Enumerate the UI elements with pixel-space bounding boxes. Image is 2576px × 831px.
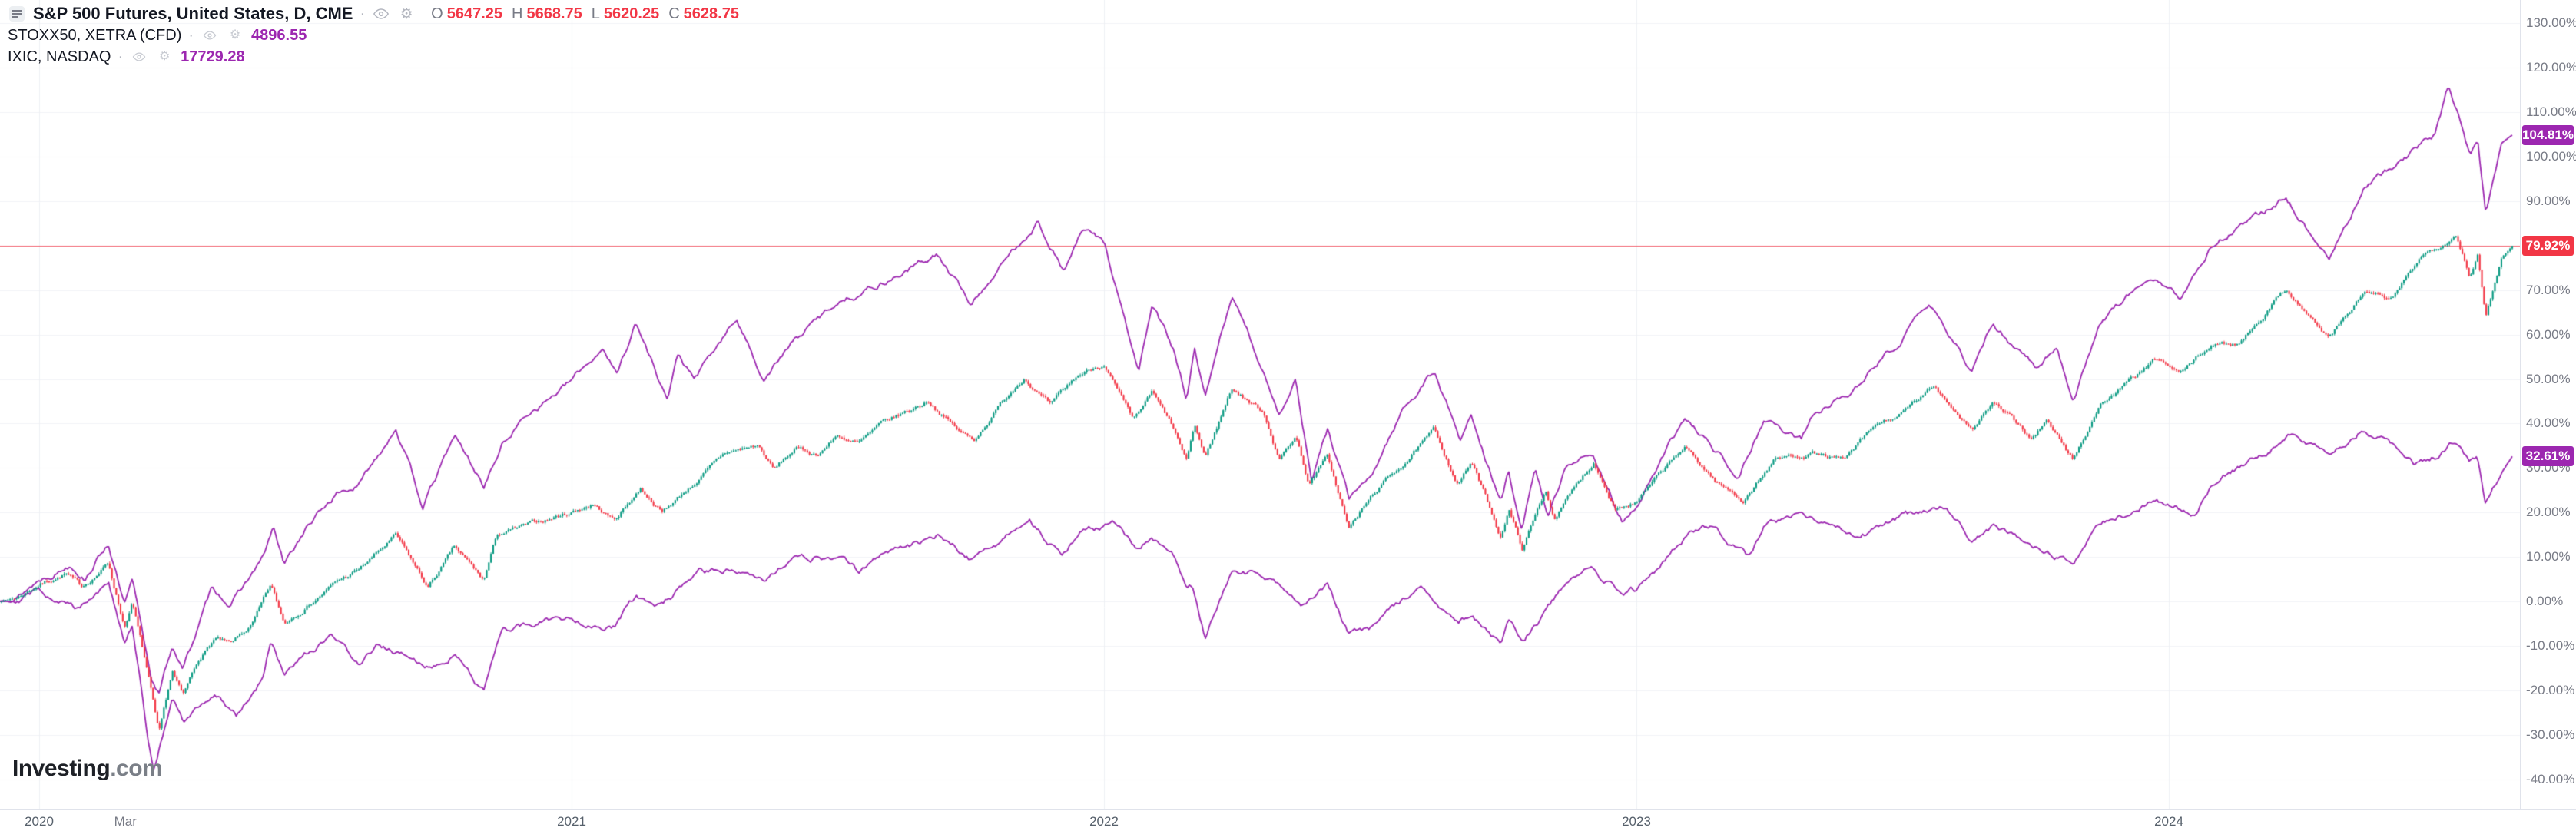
- logo-text: Investing: [12, 756, 111, 781]
- ohlc-values: O 5647.25 H 5668.75 L 5620.25 C 5628.75: [426, 5, 739, 23]
- legend-symbol-row-stoxx[interactable]: STOXX50, XETRA (CFD) · ⚙ 4896.55: [8, 25, 739, 46]
- legend-separator: ·: [188, 26, 194, 44]
- price-tick: 110.00%: [2526, 104, 2576, 119]
- logo-suffix: .com: [110, 756, 163, 781]
- price-tick: -30.00%: [2526, 727, 2575, 743]
- instrument-icon: [8, 5, 26, 23]
- ohlc-value: 5628.75: [683, 5, 739, 22]
- time-scale[interactable]: 2020 Mar 2021 2022 2023 2024: [0, 809, 2576, 831]
- eye-icon-stoxx[interactable]: [201, 26, 219, 45]
- ohlc-value: 5668.75: [526, 5, 582, 22]
- gear-icon[interactable]: ⚙: [399, 5, 413, 22]
- price-tick: 10.00%: [2526, 549, 2571, 564]
- time-tick: 2021: [557, 814, 586, 829]
- price-badge: 104.81%: [2522, 124, 2574, 145]
- price-tick: 120.00%: [2526, 59, 2576, 74]
- eye-icon-ixic[interactable]: [130, 48, 148, 66]
- time-tick: Mar: [114, 814, 137, 829]
- price-tick: 70.00%: [2526, 282, 2571, 297]
- ohlc-key: H: [512, 5, 523, 22]
- price-tick: 50.00%: [2526, 371, 2571, 386]
- ohlc-value: 5647.25: [446, 5, 503, 22]
- price-tick: 60.00%: [2526, 326, 2571, 342]
- price-tick: -20.00%: [2526, 683, 2575, 698]
- price-tick: 130.00%: [2526, 15, 2576, 30]
- price-tick: 0.00%: [2526, 594, 2564, 609]
- ohlc-value: 5620.25: [603, 5, 660, 22]
- time-tick: 2020: [25, 814, 54, 829]
- legend-main-row[interactable]: S&P 500 Futures, United States, D, CME ·…: [8, 3, 739, 25]
- legend-separator: ·: [118, 48, 124, 65]
- price-tick: 100.00%: [2526, 148, 2576, 164]
- main-symbol-title[interactable]: S&P 500 Futures, United States, D, CME: [33, 4, 353, 23]
- chart-legend: S&P 500 Futures, United States, D, CME ·…: [8, 3, 739, 68]
- price-scale[interactable]: 130.00%120.00%110.00%100.00%90.00%80.00%…: [2520, 0, 2576, 809]
- chart-plot-area[interactable]: S&P 500 Futures, United States, D, CME ·…: [0, 0, 2520, 809]
- symbol-name-ixic[interactable]: IXIC, NASDAQ: [8, 48, 111, 65]
- gear-icon-ixic[interactable]: ⚙: [158, 50, 171, 63]
- symbol-value-stoxx: 4896.55: [251, 26, 307, 44]
- ohlc-key: O: [431, 5, 443, 22]
- price-tick: 40.00%: [2526, 416, 2571, 431]
- price-tick: 90.00%: [2526, 193, 2571, 208]
- gear-icon-stoxx[interactable]: ⚙: [229, 28, 241, 41]
- eye-icon[interactable]: [372, 5, 390, 23]
- time-tick: 2024: [2154, 814, 2183, 829]
- legend-symbol-row-ixic[interactable]: IXIC, NASDAQ · ⚙ 17729.28: [8, 46, 739, 68]
- price-chart-canvas[interactable]: [0, 0, 2520, 809]
- time-tick: 2022: [1089, 814, 1119, 829]
- symbol-name-stoxx[interactable]: STOXX50, XETRA (CFD): [8, 26, 182, 44]
- price-tick: -10.00%: [2526, 638, 2575, 654]
- legend-separator: ·: [360, 5, 366, 22]
- ohlc-key: L: [591, 5, 600, 22]
- price-tick: 20.00%: [2526, 505, 2571, 520]
- investing-logo[interactable]: Investing.com: [12, 756, 163, 782]
- symbol-value-ixic: 17729.28: [181, 48, 245, 65]
- ohlc-key: C: [668, 5, 680, 22]
- price-badge: 32.61%: [2522, 446, 2574, 467]
- price-tick: -40.00%: [2526, 772, 2575, 786]
- time-tick: 2023: [1622, 814, 1651, 829]
- price-badge: 79.92%: [2522, 236, 2574, 257]
